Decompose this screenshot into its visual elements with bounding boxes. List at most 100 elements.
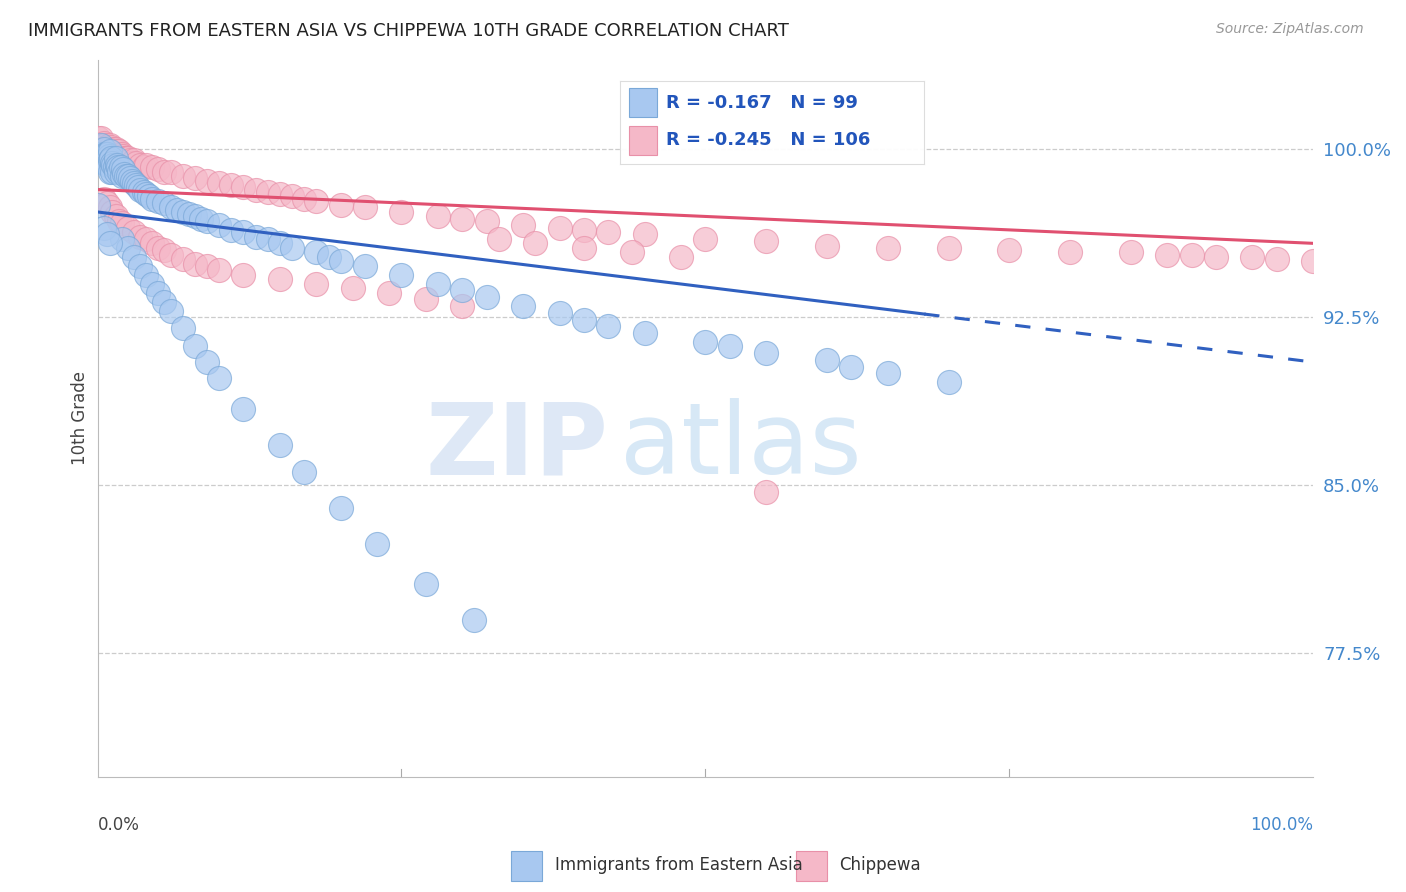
Point <box>354 201 377 215</box>
Point <box>1302 254 1324 268</box>
Point <box>524 236 547 251</box>
Point <box>141 236 163 251</box>
Point <box>110 160 132 174</box>
Point <box>1119 245 1142 260</box>
Point <box>127 180 149 194</box>
Point <box>281 241 304 255</box>
Point <box>90 140 112 154</box>
Y-axis label: 10th Grade: 10th Grade <box>72 371 89 465</box>
Point <box>122 153 145 168</box>
Text: Chippewa: Chippewa <box>839 856 921 874</box>
Point <box>269 438 291 452</box>
Point <box>232 180 254 194</box>
Point <box>159 303 181 318</box>
Point <box>938 376 960 390</box>
Point <box>98 164 121 178</box>
Point <box>633 227 655 242</box>
Point <box>117 241 139 255</box>
Point <box>105 145 128 159</box>
Point <box>93 145 115 159</box>
Point <box>96 158 118 172</box>
Point <box>120 171 142 186</box>
Text: ZIP: ZIP <box>425 399 609 495</box>
Point <box>548 306 571 320</box>
Point <box>98 137 121 152</box>
Point <box>125 178 148 192</box>
Point <box>512 299 534 313</box>
Point <box>177 207 200 221</box>
Point <box>305 194 328 208</box>
Point <box>427 210 450 224</box>
Point <box>232 268 254 282</box>
Point <box>245 229 267 244</box>
Point <box>475 214 498 228</box>
Point <box>105 158 128 172</box>
Point <box>451 284 474 298</box>
Point <box>112 151 135 165</box>
Text: 100.0%: 100.0% <box>1250 816 1313 834</box>
Point <box>93 142 115 156</box>
Point <box>90 137 112 152</box>
Point <box>135 158 157 172</box>
Point <box>378 285 401 300</box>
Point <box>148 162 170 177</box>
Point <box>292 465 315 479</box>
Point <box>104 160 127 174</box>
Point <box>96 146 118 161</box>
Point <box>96 227 118 242</box>
Point <box>111 232 134 246</box>
Point <box>463 613 485 627</box>
Point <box>104 142 127 156</box>
Point <box>1181 247 1204 261</box>
Point <box>107 160 129 174</box>
Point <box>292 192 315 206</box>
Point <box>166 202 188 217</box>
Point <box>232 402 254 417</box>
Point <box>815 352 838 367</box>
Point <box>111 216 134 230</box>
Point <box>184 210 207 224</box>
Point <box>132 185 155 199</box>
Point <box>184 171 207 186</box>
Point <box>232 225 254 239</box>
Point <box>104 210 127 224</box>
Point <box>153 243 176 257</box>
Point <box>114 151 136 165</box>
Bar <box>796 851 827 881</box>
Point <box>122 250 145 264</box>
Point <box>475 290 498 304</box>
Point <box>96 140 118 154</box>
Point <box>86 131 108 145</box>
Point <box>718 339 741 353</box>
Point <box>172 169 194 183</box>
Point <box>96 196 118 211</box>
Point <box>815 238 838 252</box>
Point <box>695 232 717 246</box>
Point <box>94 146 117 161</box>
Point <box>572 312 595 326</box>
Point <box>159 201 181 215</box>
Point <box>256 232 278 246</box>
Point <box>90 131 112 145</box>
Point <box>101 164 124 178</box>
Point <box>695 334 717 349</box>
Point <box>451 211 474 226</box>
Point <box>98 146 121 161</box>
Point <box>159 247 181 261</box>
Point <box>104 164 127 178</box>
Point <box>415 577 437 591</box>
Point <box>269 236 291 251</box>
Point <box>93 151 115 165</box>
Point <box>221 223 243 237</box>
Point <box>90 146 112 161</box>
Point <box>111 169 134 183</box>
Point <box>451 299 474 313</box>
Point <box>93 220 115 235</box>
Point <box>135 232 157 246</box>
Point <box>117 220 139 235</box>
Point <box>153 294 176 309</box>
Point <box>117 169 139 183</box>
Point <box>103 158 125 172</box>
Point <box>269 187 291 202</box>
Point <box>245 183 267 197</box>
